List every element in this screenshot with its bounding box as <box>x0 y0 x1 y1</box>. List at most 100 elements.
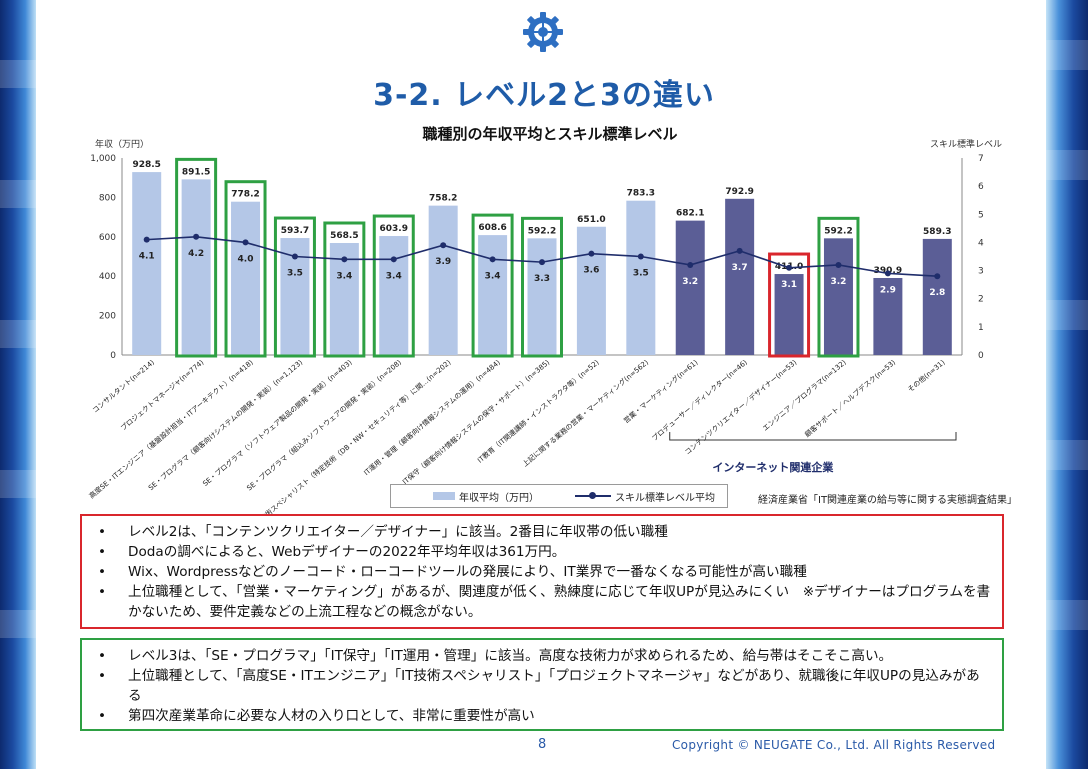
right-decoration-band <box>1046 0 1088 769</box>
chart-title: 職種別の年収平均とスキル標準レベル <box>422 125 678 143</box>
category-label: プロジェクトマネージャ(n=774) <box>119 358 205 432</box>
y-axis-label-right: スキル標準レベル <box>930 140 1003 150</box>
left-decoration-band <box>0 0 36 769</box>
legend-bar-swatch <box>433 492 455 500</box>
category-label: コンテンツクリエイター／デザイナー(n=53) <box>683 357 799 456</box>
bar-value-label: 778.2 <box>231 190 259 200</box>
y2-tick-label: 4 <box>978 238 984 248</box>
bullet-icon: • <box>98 524 107 540</box>
skill-level-point <box>143 236 150 243</box>
skill-level-point <box>637 253 644 260</box>
bar-value-label: 682.1 <box>676 209 704 219</box>
green-highlight-frame <box>521 216 563 358</box>
bullet-text: 第四次産業革命に必要な人材の入り口として、非常に重要性が高い <box>128 708 535 724</box>
category-label: プロデューサー／ディレクター(n=46) <box>650 357 749 442</box>
skill-level-point <box>193 233 200 240</box>
bar-value-label: 758.2 <box>429 194 457 204</box>
y2-tick-label: 5 <box>978 210 984 220</box>
bullet-icon: • <box>98 668 107 684</box>
bar-value-label: 783.3 <box>627 189 655 199</box>
skill-level-point <box>786 264 793 271</box>
skill-level-label: 3.6 <box>583 266 599 276</box>
level3-bullet-2: • 上位職種として、「高度SE・ITエンジニア」「IT技術スペシャリスト」「プロジ… <box>94 666 992 706</box>
bar <box>774 274 804 355</box>
level2-summary-box: • レベル2は、「コンテンツクリエイター／デザイナー」に該当。2番目に年収帯の低い… <box>80 514 1004 629</box>
bar-value-label: 589.3 <box>923 227 951 237</box>
skill-level-label: 3.4 <box>336 271 352 281</box>
skill-level-label: 3.5 <box>287 269 303 279</box>
bar <box>231 201 261 355</box>
bar-value-label: 792.9 <box>725 187 753 197</box>
y2-tick-label: 0 <box>978 351 984 361</box>
skill-level-point <box>440 242 447 249</box>
skill-level-point <box>539 259 545 266</box>
bullet-text: 上位職種として、「営業・マーケティング」があるが、関連度が低く、熟練度に応じて年… <box>128 584 991 620</box>
y2-tick-label: 2 <box>978 295 984 305</box>
skill-level-label: 3.1 <box>781 280 797 290</box>
skill-level-point <box>341 256 348 263</box>
bar-value-label: 928.5 <box>132 160 160 170</box>
green-highlight-frame <box>224 180 267 358</box>
skill-level-point <box>934 273 941 280</box>
skill-level-point <box>242 239 249 246</box>
y-tick-label: 0 <box>110 351 116 361</box>
skill-level-point <box>588 250 595 257</box>
skill-level-label: 2.8 <box>929 288 945 298</box>
skill-level-label: 3.9 <box>435 257 451 267</box>
bar <box>823 238 853 355</box>
slide-title: 3-2. レベル2と3の違い <box>373 78 715 113</box>
category-label: 顧客サポート／ヘルプデスク(n=53) <box>803 357 898 438</box>
y2-tick-label: 7 <box>978 154 984 164</box>
group-bracket <box>669 432 957 441</box>
bar <box>181 179 211 355</box>
y2-tick-label: 1 <box>978 323 984 333</box>
bar <box>132 172 162 355</box>
level2-bullet-3: • Wix、Wordpressなどのノーコード・ローコードツールの発展により、IT… <box>94 562 992 582</box>
skill-level-point <box>835 261 842 268</box>
skill-level-point <box>291 253 298 260</box>
category-label: その他(n=31) <box>906 357 947 393</box>
bullet-text: Wix、Wordpressなどのノーコード・ローコードツールの発展により、IT業… <box>128 564 807 580</box>
bullet-icon: • <box>98 564 107 580</box>
y-axis-label-left: 年収（万円） <box>95 140 150 150</box>
skill-level-label: 3.2 <box>682 277 698 287</box>
green-highlight-frame <box>175 157 218 358</box>
y-tick-label: 1,000 <box>90 154 116 164</box>
bullet-text: 上位職種として、「高度SE・ITエンジニア」「IT技術スペシャリスト」「プロジェ… <box>128 668 980 704</box>
bar <box>873 277 903 355</box>
green-highlight-frame <box>817 216 860 358</box>
copyright-notice: Copyright © NEUGATE Co., Ltd. All Rights… <box>672 738 996 752</box>
green-highlight-frame <box>323 221 366 358</box>
bar-value-label: 608.6 <box>478 223 506 233</box>
skill-level-label: 3.4 <box>386 271 402 281</box>
y-tick-label: 400 <box>99 272 116 282</box>
chart-source: 経済産業省「IT関連産業の給与等に関する実態調査結果」 <box>758 495 1018 506</box>
bar-value-label: 568.5 <box>330 231 358 241</box>
skill-level-label: 2.9 <box>880 285 896 295</box>
category-label: エンジニア／プログラマ(n=132) <box>761 357 848 432</box>
category-label: 高度SE・ITエンジニア（基盤設計担当・ITアーキテクト）(n=418) <box>87 357 255 500</box>
bar-value-label: 651.0 <box>577 215 605 225</box>
bar <box>922 238 952 355</box>
level3-summary-box: • レベル3は、「SE・プログラマ」「IT保守」「IT運用・管理」に該当。高度な技… <box>80 638 1004 731</box>
bar <box>626 200 656 355</box>
level3-bullet-1: • レベル3は、「SE・プログラマ」「IT保守」「IT運用・管理」に該当。高度な技… <box>94 646 992 666</box>
green-highlight-frame <box>273 216 316 358</box>
bar <box>725 198 755 355</box>
bar <box>576 226 606 355</box>
skill-level-label: 4.2 <box>188 249 204 259</box>
level2-bullet-1: • レベル2は、「コンテンツクリエイター／デザイナー」に該当。2番目に年収帯の低い… <box>94 522 992 542</box>
bullet-text: レベル3は、「SE・プログラマ」「IT保守」「IT運用・管理」に該当。高度な技術… <box>128 648 893 664</box>
green-highlight-frame <box>471 213 514 358</box>
legend-line-marker <box>589 492 596 499</box>
skill-level-label: 3.7 <box>732 263 748 273</box>
green-highlight-frame <box>372 214 415 358</box>
bar-value-label: 593.7 <box>281 226 309 236</box>
bar-value-label: 603.9 <box>380 224 408 234</box>
bar <box>527 238 557 355</box>
y-tick-label: 200 <box>99 312 116 322</box>
skill-level-point <box>736 247 743 254</box>
legend-line-label: スキル標準レベル平均 <box>615 493 715 504</box>
bullet-text: レベル2は、「コンテンツクリエイター／デザイナー」に該当。2番目に年収帯の低い職… <box>128 524 668 540</box>
bullet-icon: • <box>98 584 107 600</box>
